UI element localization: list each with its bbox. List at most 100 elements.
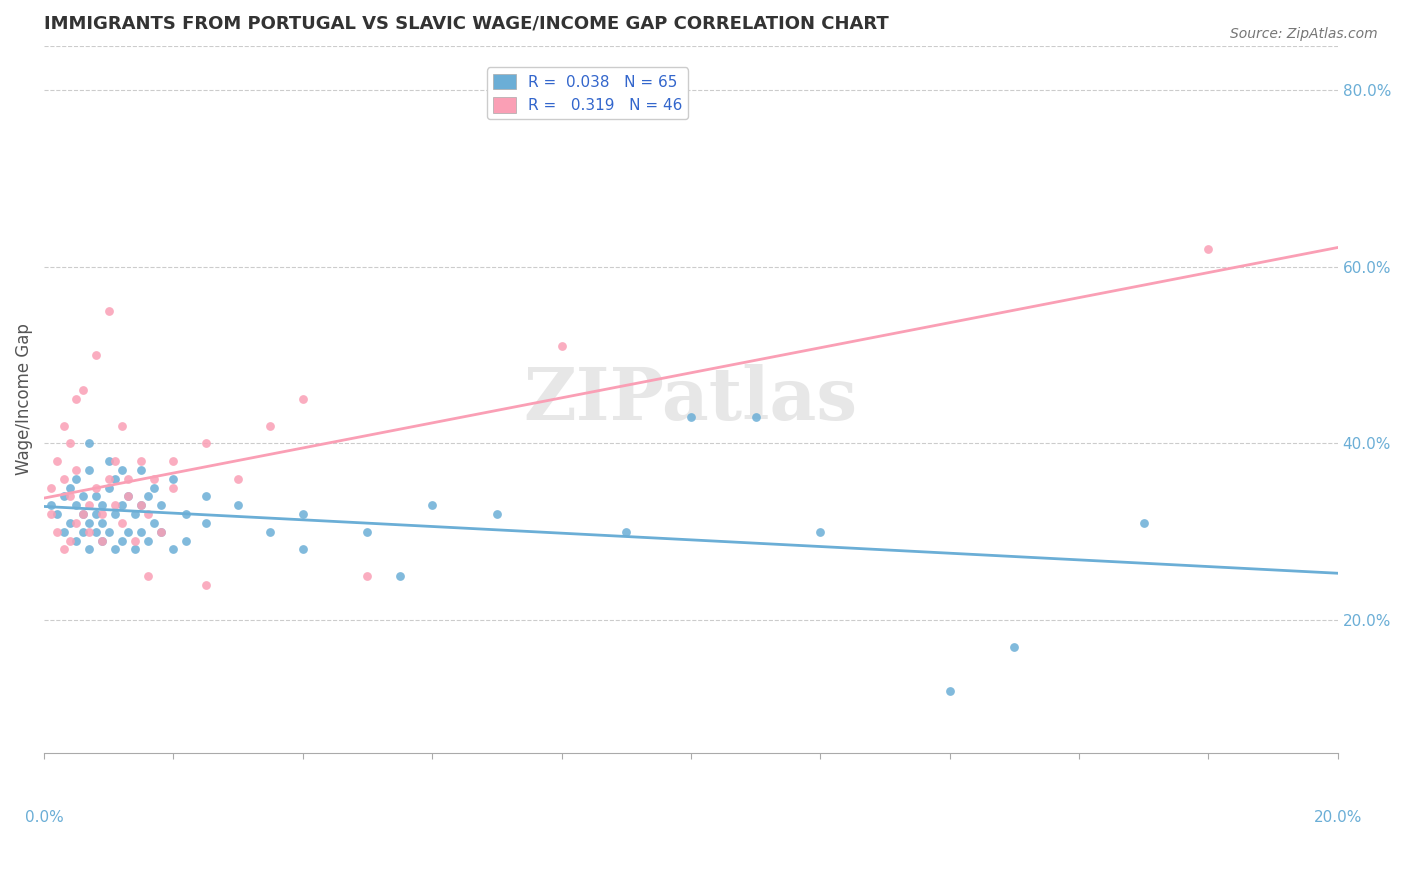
Point xyxy=(79,516,101,530)
Point xyxy=(79,436,101,450)
Point xyxy=(39,498,62,512)
Point xyxy=(938,683,960,698)
Point xyxy=(149,524,172,539)
Point xyxy=(52,524,75,539)
Point xyxy=(104,454,127,468)
Point xyxy=(1002,640,1025,654)
Point xyxy=(111,463,134,477)
Text: Source: ZipAtlas.com: Source: ZipAtlas.com xyxy=(1230,27,1378,41)
Text: 0.0%: 0.0% xyxy=(25,810,63,825)
Point xyxy=(226,472,249,486)
Point xyxy=(124,507,146,521)
Point xyxy=(104,472,127,486)
Point xyxy=(117,489,139,503)
Point xyxy=(744,409,766,424)
Point xyxy=(143,472,166,486)
Point xyxy=(46,507,69,521)
Point xyxy=(111,498,134,512)
Point xyxy=(136,507,159,521)
Point xyxy=(97,472,120,486)
Point xyxy=(104,498,127,512)
Point xyxy=(194,489,217,503)
Point xyxy=(149,498,172,512)
Point xyxy=(79,524,101,539)
Point xyxy=(97,524,120,539)
Point xyxy=(52,489,75,503)
Point xyxy=(136,489,159,503)
Point xyxy=(72,384,94,398)
Point xyxy=(111,516,134,530)
Point xyxy=(46,524,69,539)
Point xyxy=(614,524,637,539)
Point xyxy=(84,507,107,521)
Point xyxy=(194,578,217,592)
Point xyxy=(162,542,184,557)
Point xyxy=(91,507,114,521)
Point xyxy=(52,472,75,486)
Point xyxy=(97,303,120,318)
Point xyxy=(124,533,146,548)
Point xyxy=(97,454,120,468)
Point xyxy=(485,507,508,521)
Point xyxy=(91,533,114,548)
Point xyxy=(79,498,101,512)
Point xyxy=(136,533,159,548)
Point xyxy=(59,533,82,548)
Point xyxy=(162,454,184,468)
Point xyxy=(129,498,152,512)
Point xyxy=(65,392,87,407)
Point xyxy=(52,418,75,433)
Point xyxy=(59,489,82,503)
Point xyxy=(117,472,139,486)
Point xyxy=(59,481,82,495)
Point xyxy=(65,498,87,512)
Point xyxy=(72,524,94,539)
Point xyxy=(111,533,134,548)
Y-axis label: Wage/Income Gap: Wage/Income Gap xyxy=(15,323,32,475)
Point xyxy=(162,481,184,495)
Point xyxy=(194,436,217,450)
Point xyxy=(65,463,87,477)
Point xyxy=(72,507,94,521)
Point xyxy=(291,392,314,407)
Point xyxy=(176,507,198,521)
Point xyxy=(550,339,572,353)
Point xyxy=(356,569,378,583)
Point xyxy=(91,498,114,512)
Point xyxy=(808,524,831,539)
Point xyxy=(79,542,101,557)
Text: IMMIGRANTS FROM PORTUGAL VS SLAVIC WAGE/INCOME GAP CORRELATION CHART: IMMIGRANTS FROM PORTUGAL VS SLAVIC WAGE/… xyxy=(44,15,889,33)
Point xyxy=(84,481,107,495)
Point xyxy=(143,481,166,495)
Point xyxy=(91,533,114,548)
Point xyxy=(259,418,281,433)
Point xyxy=(162,472,184,486)
Point xyxy=(72,507,94,521)
Point xyxy=(65,516,87,530)
Point xyxy=(1197,242,1219,256)
Point xyxy=(91,516,114,530)
Text: ZIPatlas: ZIPatlas xyxy=(524,364,858,434)
Point xyxy=(59,436,82,450)
Point xyxy=(65,533,87,548)
Point xyxy=(176,533,198,548)
Point xyxy=(129,524,152,539)
Point xyxy=(194,516,217,530)
Point xyxy=(129,454,152,468)
Point xyxy=(129,498,152,512)
Point xyxy=(291,542,314,557)
Legend: R =  0.038   N = 65, R =   0.319   N = 46: R = 0.038 N = 65, R = 0.319 N = 46 xyxy=(486,68,689,120)
Point xyxy=(79,463,101,477)
Point xyxy=(291,507,314,521)
Point xyxy=(84,524,107,539)
Point xyxy=(39,481,62,495)
Text: 20.0%: 20.0% xyxy=(1313,810,1362,825)
Point xyxy=(104,542,127,557)
Point xyxy=(388,569,411,583)
Point xyxy=(72,489,94,503)
Point xyxy=(52,542,75,557)
Point xyxy=(679,409,702,424)
Point xyxy=(97,481,120,495)
Point xyxy=(1132,516,1154,530)
Point xyxy=(136,569,159,583)
